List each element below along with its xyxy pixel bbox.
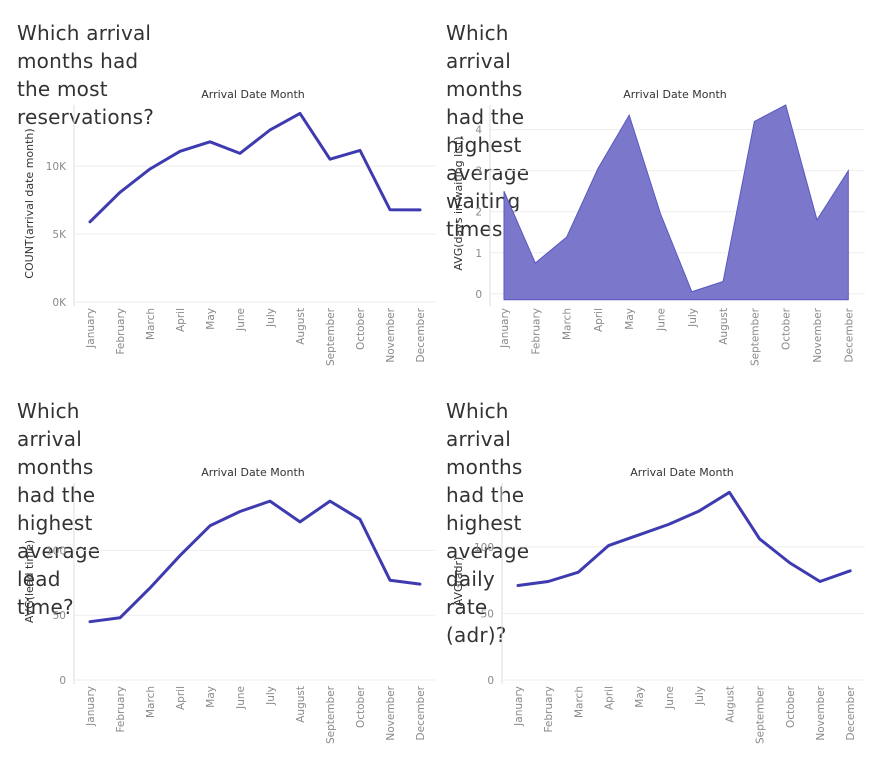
x-tick-label: November (815, 685, 827, 740)
x-tick-label: April (593, 308, 605, 332)
x-tick-label: August (724, 686, 736, 723)
x-tick-label: March (573, 686, 585, 718)
area-series (503, 104, 849, 301)
y-tick-label: 100 (46, 545, 66, 557)
x-tick-label: October (785, 685, 797, 728)
x-tick-label: June (664, 686, 676, 710)
x-tick-label: May (205, 308, 217, 330)
x-tick-label: August (295, 308, 307, 345)
y-axis-label: COUNT(arrival date month) (23, 128, 36, 278)
x-tick-label: July (265, 686, 277, 706)
x-tick-label: July (694, 686, 706, 706)
x-tick-label: May (205, 686, 217, 708)
x-tick-label: November (385, 307, 397, 362)
x-tick-label: June (656, 308, 668, 332)
x-tick-label: January (513, 686, 525, 727)
y-axis-label: AVG(adr) (452, 557, 465, 607)
x-tick-label: July (265, 308, 277, 328)
x-tick-label: September (325, 685, 337, 744)
x-tick-label: November (812, 307, 824, 362)
y-tick-label: 100 (474, 542, 494, 554)
x-tick-label: January (85, 308, 97, 349)
line-series (516, 490, 852, 587)
x-tick-label: March (145, 686, 157, 718)
panel-title-adr: Which arrival months had the highest ave… (446, 399, 530, 647)
x-tick-label: March (562, 308, 574, 340)
x-tick-label: September (325, 307, 337, 366)
x-tick-label: April (175, 686, 187, 710)
x-tick-label: May (624, 308, 636, 330)
x-tick-label: February (115, 686, 127, 733)
x-axis-header: Arrival Date Month (201, 88, 305, 101)
x-tick-label: November (385, 685, 397, 740)
x-tick-label: September (755, 685, 767, 744)
x-tick-label: April (175, 308, 187, 332)
x-tick-label: January (85, 686, 97, 727)
x-tick-label: April (604, 686, 616, 710)
x-axis-header: Arrival Date Month (201, 466, 305, 479)
x-tick-label: December (845, 685, 857, 740)
x-tick-label: December (415, 307, 427, 362)
line-series (88, 111, 422, 224)
chart-2: Arrival Date Month 0 1 2 3 4 AVG(days in waiti… (452, 88, 865, 366)
x-tick-label: August (718, 308, 730, 345)
y-tick-label: 0 (475, 289, 482, 301)
y-tick-label: 50 (53, 610, 66, 622)
x-tick-label: February (530, 308, 542, 355)
panel-title-lead-time: Which arrival months had the highest ave… (17, 399, 101, 619)
x-tick-label: December (843, 307, 855, 362)
x-tick-label: August (295, 686, 307, 723)
y-tick-label: 3 (475, 166, 482, 178)
y-axis-label: AVG(days in waiting list) (452, 136, 465, 270)
x-tick-label: July (687, 308, 699, 328)
panel-title-reservations: Which arrival months had the most reserv… (17, 21, 155, 129)
x-tick-label: October (781, 307, 793, 350)
x-tick-label: February (543, 686, 555, 733)
x-tick-label: March (145, 308, 157, 340)
y-tick-label: 1 (475, 248, 482, 260)
x-tick-label: September (749, 307, 761, 366)
chart-3: Arrival Date Month 0 50 100 AVG(lead time) Ja… (23, 466, 435, 744)
x-axis-header: Arrival Date Month (623, 88, 727, 101)
y-tick-label: 5K (52, 229, 67, 241)
y-axis-label: AVG(lead time) (23, 540, 36, 623)
x-axis-header: Arrival Date Month (630, 466, 734, 479)
y-tick-label: 4 (475, 125, 482, 137)
x-tick-label: June (235, 308, 247, 332)
x-tick-label: May (634, 686, 646, 708)
y-tick-label: 0 (59, 675, 66, 687)
y-tick-label: 0 (487, 675, 494, 687)
chart-1: Arrival Date Month 0K 5K 10K COUNT(arrival d… (23, 88, 435, 366)
y-tick-label: 10K (46, 161, 67, 173)
x-tick-label: October (355, 685, 367, 728)
chart-4: Arrival Date Month 0 50 100 AVG(adr) January F… (452, 466, 865, 744)
x-tick-label: October (355, 307, 367, 350)
y-tick-label: 0K (52, 297, 67, 309)
y-tick-label: 2 (475, 207, 482, 219)
line-series (88, 499, 422, 624)
x-tick-label: February (115, 308, 127, 355)
x-tick-label: January (499, 308, 511, 349)
x-tick-label: December (415, 685, 427, 740)
x-tick-label: June (235, 686, 247, 710)
y-tick-label: 50 (481, 608, 494, 620)
